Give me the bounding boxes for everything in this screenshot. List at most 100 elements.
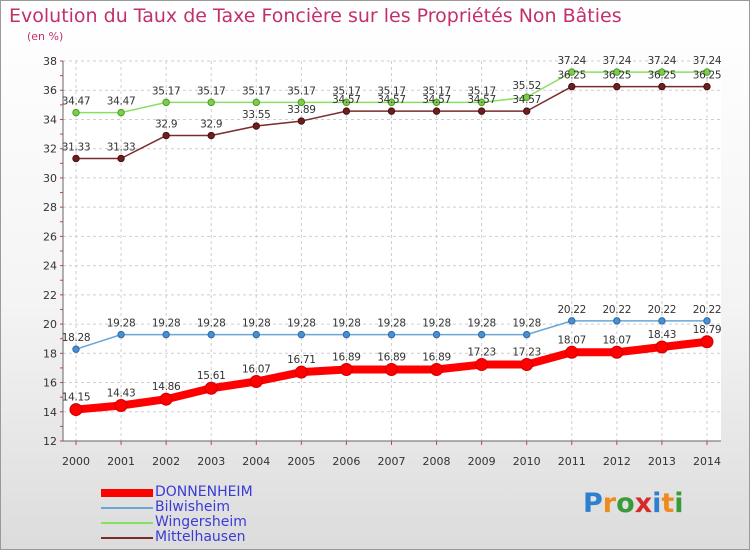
x-tick-label: 2014 [693,455,721,468]
data-point [162,131,170,140]
data-point [342,98,351,107]
data-point [700,335,714,349]
data-label: 19.28 [107,318,136,330]
y-tick-label: 38 [43,55,57,68]
data-point [297,117,306,125]
data-point [703,68,711,76]
x-tick-label: 2009 [468,455,496,468]
data-label: 32.9 [200,119,222,131]
y-tick-label: 12 [43,435,57,448]
data-label: 17.23 [512,347,541,359]
data-label: 34.57 [467,94,496,106]
y-tick-label: 28 [43,201,57,214]
data-label: 37.24 [557,55,586,67]
data-label: 36.25 [603,70,632,82]
data-point [342,330,351,339]
data-point [252,330,260,339]
data-point [204,381,218,395]
data-label: 35.17 [332,85,361,97]
data-label: 19.28 [467,318,496,330]
data-label: 18.07 [603,334,632,346]
data-point [162,330,170,339]
y-tick-label: 34 [43,113,57,126]
data-point [432,98,441,107]
data-point [703,317,711,325]
data-point [252,98,260,107]
x-tick-label: 2002 [152,455,180,468]
data-label: 14.86 [152,381,181,393]
x-tick-label: 2012 [603,455,631,468]
y-tick-label: 26 [43,230,57,243]
data-label: 35.17 [152,85,181,97]
data-label: 32.9 [155,119,177,131]
data-label: 34.57 [377,94,406,106]
data-labels: 14.15 14.43 14.86 15.61 16.07 16.71 16.89 16.89… [62,55,722,403]
legend-swatch [101,489,153,497]
data-label: 15.61 [197,370,226,382]
data-label: 35.17 [377,85,406,97]
data-label: 20.22 [603,304,632,316]
x-tick-label: 2004 [242,455,270,468]
data-point [432,330,441,339]
data-label: 18.43 [648,329,677,341]
data-point [162,98,170,107]
grid-lines [63,60,721,442]
data-label: 36.25 [648,70,677,82]
data-point [207,98,215,107]
data-label: 31.33 [62,141,91,153]
data-point [475,358,489,372]
data-label: 34.57 [332,94,361,106]
x-tick-label: 2005 [287,455,315,468]
data-label: 18.79 [693,324,722,336]
data-point [342,107,351,115]
data-label: 33.55 [242,109,271,121]
data-point [297,330,306,339]
data-point [72,345,80,353]
y-tick-label: 32 [43,143,57,156]
plot-area [63,61,721,441]
data-label: 35.17 [422,85,451,97]
data-label: 19.28 [332,318,361,330]
x-tick-label: 2000 [62,455,90,468]
data-point [430,363,444,377]
data-point [568,68,576,76]
data-label: 37.24 [648,55,677,67]
data-point [339,363,353,377]
data-label: 36.25 [693,70,722,82]
data-label: 16.89 [422,352,451,364]
data-point [387,107,396,115]
data-point [523,93,531,101]
data-point [252,122,260,130]
data-label: 35.17 [242,85,271,97]
data-label: 16.07 [242,364,271,376]
data-label: 19.28 [197,318,226,330]
data-label: 31.33 [107,141,136,153]
proxiti-logo: Proxiti [583,488,684,519]
data-label: 35.17 [197,85,226,97]
data-point [520,358,534,372]
data-point [72,154,80,163]
data-point [249,375,263,389]
x-tick-label: 2013 [648,455,676,468]
legend-swatch [101,507,153,509]
axes: 12 14 16 18 20 22 24 26 28 30 32 34 36 38 2000 2001 2002… [43,55,721,468]
data-point [297,98,306,107]
y-tick-label: 36 [43,84,57,97]
data-point [658,82,666,91]
data-point [384,363,398,377]
data-point [658,317,666,325]
y-tick-label: 14 [43,406,57,419]
y-tick-label: 16 [43,377,57,390]
data-label: 19.28 [512,318,541,330]
x-tick-label: 2010 [513,455,541,468]
data-point [69,403,83,417]
data-point [207,131,215,140]
data-point [117,330,125,339]
data-point [477,98,486,107]
data-point [117,154,125,163]
legend-swatch [101,537,153,539]
data-point [655,340,669,354]
data-label: 34.47 [107,96,136,108]
